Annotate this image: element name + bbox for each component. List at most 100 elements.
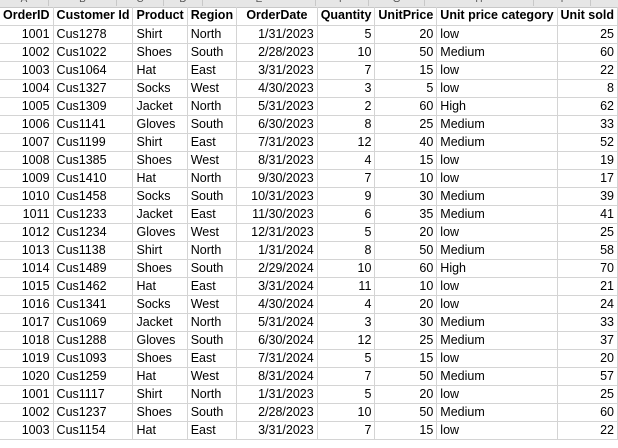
cell-region[interactable]: South	[187, 403, 238, 422]
cell-order-id[interactable]: 1002	[0, 43, 54, 62]
cell-unit-sold[interactable]: 8	[557, 79, 618, 98]
cell-customer-id[interactable]: Cus1117	[53, 385, 134, 404]
header-quantity[interactable]: Quantity	[317, 7, 376, 26]
cell-order-date[interactable]: 8/31/2023	[236, 151, 318, 170]
cell-order-id[interactable]: 1016	[0, 295, 54, 314]
cell-order-date[interactable]: 12/31/2023	[236, 223, 318, 242]
cell-region[interactable]: North	[187, 385, 238, 404]
cell-order-date[interactable]: 7/31/2023	[236, 133, 318, 152]
cell-unit-price[interactable]: 5	[374, 79, 438, 98]
cell-product[interactable]: Shirt	[132, 385, 188, 404]
cell-customer-id[interactable]: Cus1327	[53, 79, 134, 98]
cell-unit-sold[interactable]: 70	[557, 259, 618, 278]
cell-order-id[interactable]: 1002	[0, 403, 54, 422]
cell-unit-price-category[interactable]: Medium	[436, 313, 558, 332]
cell-order-id[interactable]: 1018	[0, 331, 54, 350]
cell-quantity[interactable]: 4	[317, 151, 376, 170]
cell-unit-price-category[interactable]: low	[436, 295, 558, 314]
cell-unit-price[interactable]: 15	[374, 61, 438, 80]
column-letter-e[interactable]: E	[203, 0, 316, 6]
cell-unit-price-category[interactable]: low	[436, 61, 558, 80]
cell-order-date[interactable]: 2/28/2023	[236, 403, 318, 422]
cell-customer-id[interactable]: Cus1385	[53, 151, 134, 170]
cell-unit-price[interactable]: 60	[374, 97, 438, 116]
cell-region[interactable]: East	[187, 205, 238, 224]
cell-order-id[interactable]: 1014	[0, 259, 54, 278]
cell-unit-price[interactable]: 50	[374, 403, 438, 422]
cell-quantity[interactable]: 7	[317, 61, 376, 80]
cell-unit-sold[interactable]: 24	[557, 295, 618, 314]
cell-customer-id[interactable]: Cus1093	[53, 349, 134, 368]
cell-unit-price-category[interactable]: low	[436, 25, 558, 44]
cell-region[interactable]: East	[187, 133, 238, 152]
cell-unit-sold[interactable]: 57	[557, 367, 618, 386]
cell-unit-price-category[interactable]: low	[436, 277, 558, 296]
cell-unit-price[interactable]: 30	[374, 313, 438, 332]
cell-unit-sold[interactable]: 33	[557, 115, 618, 134]
cell-unit-price[interactable]: 25	[374, 115, 438, 134]
cell-unit-price[interactable]: 50	[374, 367, 438, 386]
cell-quantity[interactable]: 8	[317, 115, 376, 134]
header-order-id[interactable]: OrderID	[0, 7, 54, 26]
cell-order-id[interactable]: 1001	[0, 25, 54, 44]
header-unit-price-category[interactable]: Unit price category	[436, 7, 558, 26]
column-letter-c[interactable]: C	[117, 0, 164, 6]
cell-order-id[interactable]: 1003	[0, 61, 54, 80]
cell-unit-price-category[interactable]: low	[436, 385, 558, 404]
cell-quantity[interactable]: 5	[317, 223, 376, 242]
cell-unit-price[interactable]: 15	[374, 151, 438, 170]
cell-customer-id[interactable]: Cus1199	[53, 133, 134, 152]
cell-quantity[interactable]: 7	[317, 169, 376, 188]
cell-unit-price[interactable]: 20	[374, 295, 438, 314]
cell-unit-price-category[interactable]: low	[436, 223, 558, 242]
cell-quantity[interactable]: 12	[317, 133, 376, 152]
cell-order-date[interactable]: 11/30/2023	[236, 205, 318, 224]
cell-product[interactable]: Shirt	[132, 241, 188, 260]
cell-quantity[interactable]: 7	[317, 367, 376, 386]
cell-order-id[interactable]: 1019	[0, 349, 54, 368]
cell-unit-price-category[interactable]: Medium	[436, 331, 558, 350]
cell-order-date[interactable]: 3/31/2023	[236, 61, 318, 80]
cell-unit-price-category[interactable]: low	[436, 421, 558, 440]
cell-order-date[interactable]: 5/31/2023	[236, 97, 318, 116]
cell-order-id[interactable]: 1003	[0, 421, 54, 440]
cell-unit-price-category[interactable]: low	[436, 169, 558, 188]
cell-product[interactable]: Socks	[132, 187, 188, 206]
cell-region[interactable]: East	[187, 421, 238, 440]
cell-order-id[interactable]: 1017	[0, 313, 54, 332]
cell-quantity[interactable]: 4	[317, 295, 376, 314]
column-letter-d[interactable]: D	[164, 0, 203, 6]
header-unit-sold[interactable]: Unit sold	[557, 7, 618, 26]
cell-order-date[interactable]: 5/31/2024	[236, 313, 318, 332]
cell-customer-id[interactable]: Cus1022	[53, 43, 134, 62]
cell-unit-price-category[interactable]: Medium	[436, 187, 558, 206]
cell-product[interactable]: Jacket	[132, 313, 188, 332]
cell-region[interactable]: South	[187, 259, 238, 278]
header-unit-price[interactable]: UnitPrice	[374, 7, 438, 26]
cell-order-id[interactable]: 1009	[0, 169, 54, 188]
cell-order-date[interactable]: 6/30/2024	[236, 331, 318, 350]
cell-product[interactable]: Shoes	[132, 349, 188, 368]
cell-customer-id[interactable]: Cus1288	[53, 331, 134, 350]
cell-unit-price[interactable]: 50	[374, 43, 438, 62]
cell-unit-sold[interactable]: 58	[557, 241, 618, 260]
cell-customer-id[interactable]: Cus1138	[53, 241, 134, 260]
cell-customer-id[interactable]: Cus1489	[53, 259, 134, 278]
cell-order-date[interactable]: 4/30/2023	[236, 79, 318, 98]
cell-order-id[interactable]: 1005	[0, 97, 54, 116]
column-letter-a[interactable]: A	[0, 0, 49, 6]
cell-region[interactable]: North	[187, 313, 238, 332]
cell-unit-price[interactable]: 15	[374, 349, 438, 368]
cell-region[interactable]: South	[187, 43, 238, 62]
cell-unit-price-category[interactable]: Medium	[436, 133, 558, 152]
cell-unit-sold[interactable]: 25	[557, 223, 618, 242]
column-letter-f[interactable]: F	[316, 0, 369, 6]
header-product[interactable]: Product	[132, 7, 188, 26]
cell-unit-sold[interactable]: 37	[557, 331, 618, 350]
cell-customer-id[interactable]: Cus1237	[53, 403, 134, 422]
cell-unit-sold[interactable]: 20	[557, 349, 618, 368]
cell-product[interactable]: Shoes	[132, 43, 188, 62]
cell-order-date[interactable]: 7/31/2024	[236, 349, 318, 368]
cell-quantity[interactable]: 9	[317, 187, 376, 206]
cell-customer-id[interactable]: Cus1259	[53, 367, 134, 386]
